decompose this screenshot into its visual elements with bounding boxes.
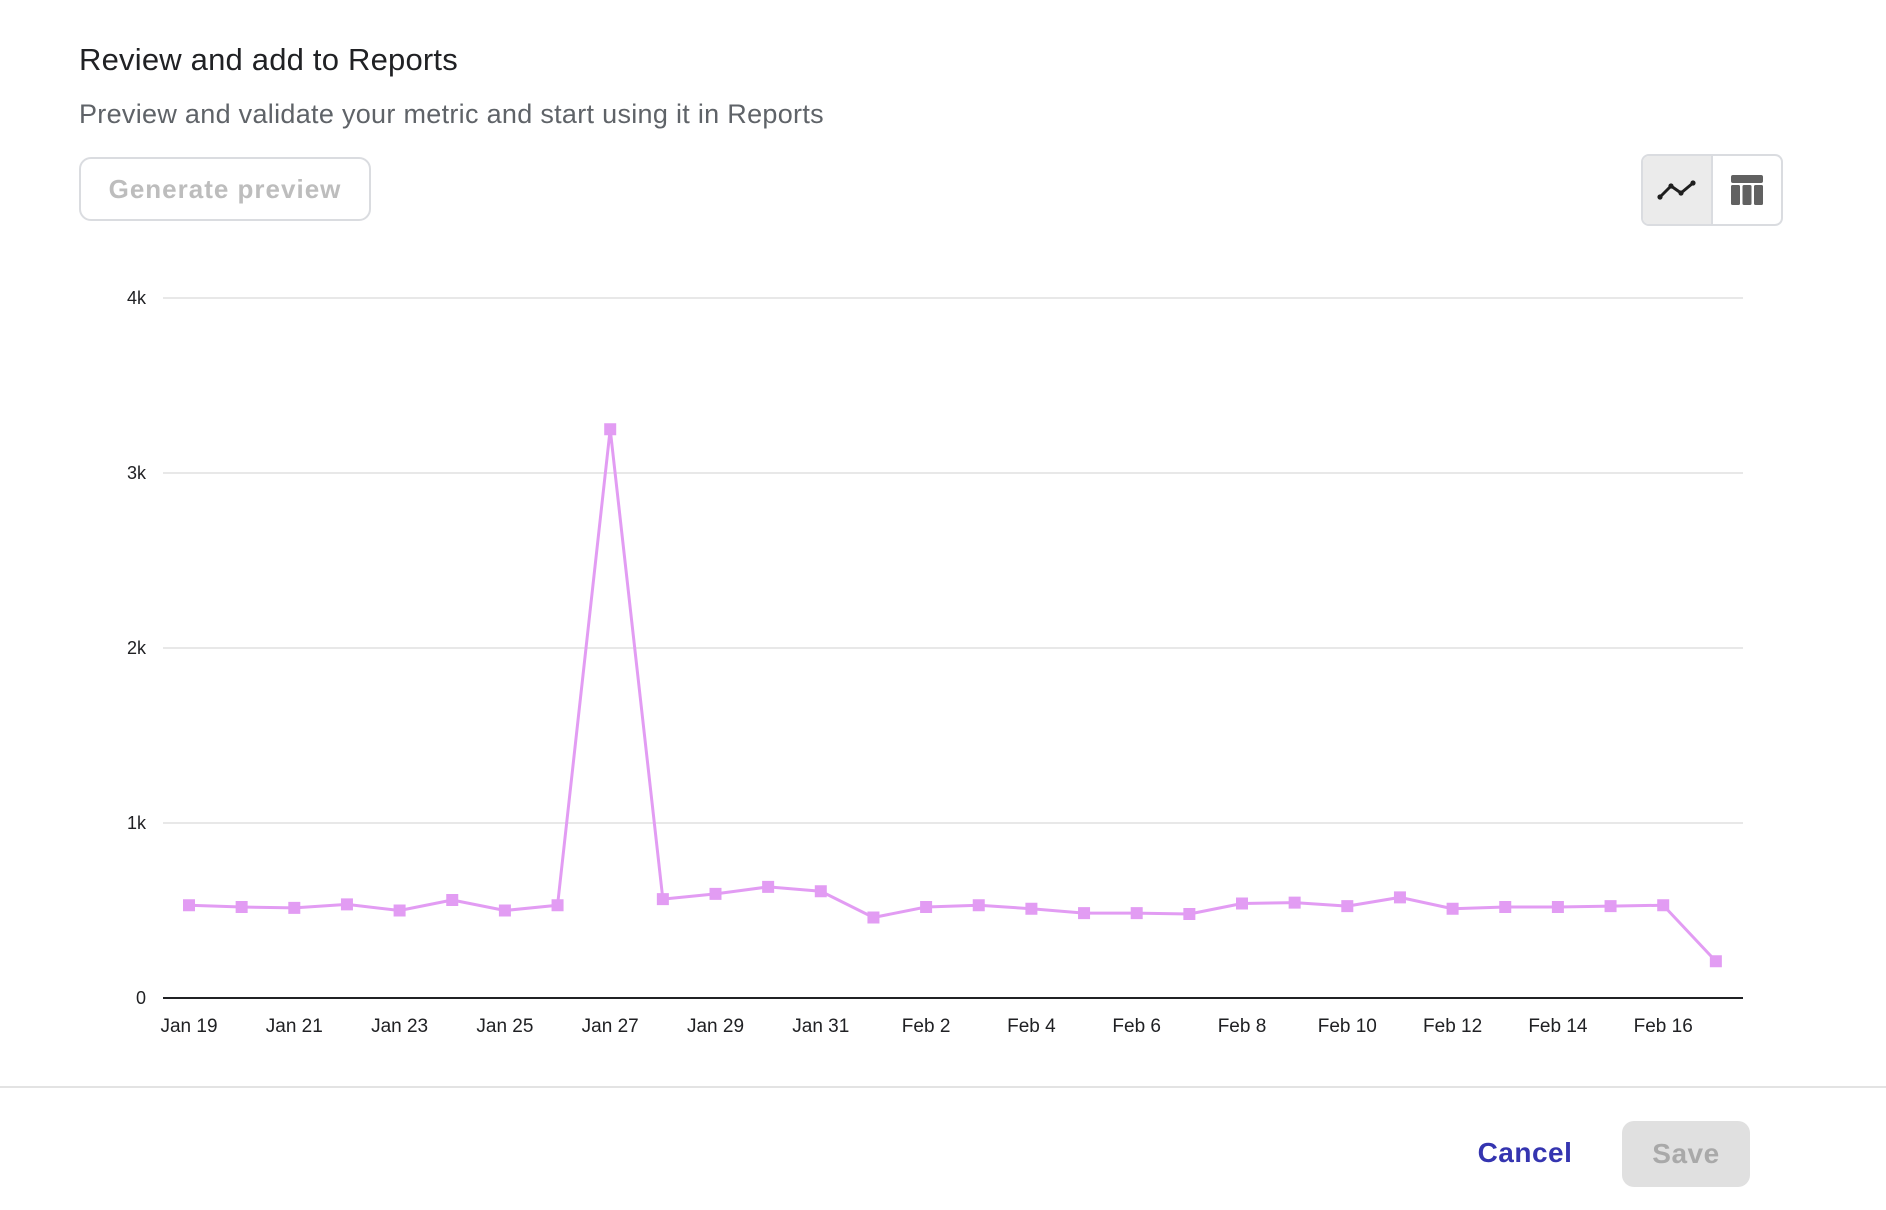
x-tick-label: Jan 27 xyxy=(582,1016,639,1037)
data-point xyxy=(1288,896,1301,909)
data-point xyxy=(183,899,195,912)
y-tick-label: 2k xyxy=(127,638,147,658)
data-point xyxy=(972,899,985,912)
data-point xyxy=(235,901,248,913)
x-tick-label: Jan 31 xyxy=(792,1016,849,1037)
x-tick-label: Jan 19 xyxy=(160,1016,217,1037)
x-tick-label: Feb 10 xyxy=(1318,1016,1377,1037)
line-chart-icon xyxy=(1657,180,1696,200)
series-line xyxy=(188,427,1717,963)
x-tick-label: Jan 25 xyxy=(476,1016,533,1037)
data-point xyxy=(867,911,880,924)
x-tick-label: Jan 29 xyxy=(687,1016,744,1037)
y-tick-label: 4k xyxy=(127,288,147,308)
x-tick-label: Feb 4 xyxy=(1007,1016,1056,1037)
x-tick-label: Feb 14 xyxy=(1528,1016,1588,1037)
x-tick-label: Feb 16 xyxy=(1634,1016,1693,1037)
x-tick-label: Jan 21 xyxy=(266,1016,323,1037)
data-point xyxy=(1341,900,1354,913)
data-point xyxy=(498,904,511,917)
data-point xyxy=(656,893,669,906)
data-point xyxy=(1657,899,1670,912)
data-point xyxy=(1551,901,1564,913)
data-point xyxy=(288,901,301,914)
data-point xyxy=(1236,897,1248,910)
metric-preview-chart: 0 1k 2k 3k 4k Jan 19 Jan 21 Jan 23 Jan 25 Jan 27 J… xyxy=(0,270,1886,1050)
dialog-subtitle: Preview and validate your metric and sta… xyxy=(79,99,824,129)
y-tick-label: 1k xyxy=(127,813,147,833)
data-point xyxy=(1025,902,1038,915)
axes: 0 1k 2k 3k 4k Jan 19 Jan 21 Jan 23 Jan 25 Jan 27 J… xyxy=(127,288,1743,1037)
y-tick-label: 0 xyxy=(136,988,146,1008)
gridlines xyxy=(163,297,1743,824)
data-point xyxy=(1709,955,1722,968)
data-point xyxy=(551,899,564,912)
line-chart: 0 1k 2k 3k 4k Jan 19 Jan 21 Jan 23 Jan 25 Jan 27 J… xyxy=(127,288,1743,1037)
y-tick-label: 3k xyxy=(127,463,147,483)
generate-preview-button[interactable]: Generate preview xyxy=(79,157,371,221)
table-icon xyxy=(1731,175,1763,205)
data-point xyxy=(1078,907,1091,920)
data-point xyxy=(1393,891,1406,904)
data-point xyxy=(1604,900,1617,913)
x-tick-label: Feb 6 xyxy=(1112,1016,1161,1037)
table-view-button[interactable] xyxy=(1713,156,1781,224)
x-tick-label: Jan 23 xyxy=(371,1016,428,1037)
data-point xyxy=(393,904,406,917)
data-point xyxy=(1446,902,1459,915)
data-point xyxy=(920,901,933,913)
data-point xyxy=(1183,908,1196,920)
data-point xyxy=(709,887,722,900)
data-point xyxy=(1130,907,1143,920)
data-point xyxy=(604,423,617,436)
data-point xyxy=(446,894,459,906)
x-tick-label: Feb 12 xyxy=(1423,1016,1482,1037)
data-point xyxy=(340,898,353,911)
data-point xyxy=(762,880,775,893)
footer-divider xyxy=(0,1086,1886,1088)
series xyxy=(183,423,1722,968)
line-chart-view-button[interactable] xyxy=(1643,156,1713,224)
data-point xyxy=(1499,901,1512,913)
cancel-button[interactable]: Cancel xyxy=(1458,1121,1592,1185)
x-tick-label: Feb 2 xyxy=(902,1016,951,1037)
save-button[interactable]: Save xyxy=(1622,1121,1750,1187)
data-point xyxy=(814,885,827,898)
x-tick-label: Feb 8 xyxy=(1218,1016,1267,1037)
view-toggle xyxy=(1641,154,1783,226)
dialog-title: Review and add to Reports xyxy=(79,42,458,77)
